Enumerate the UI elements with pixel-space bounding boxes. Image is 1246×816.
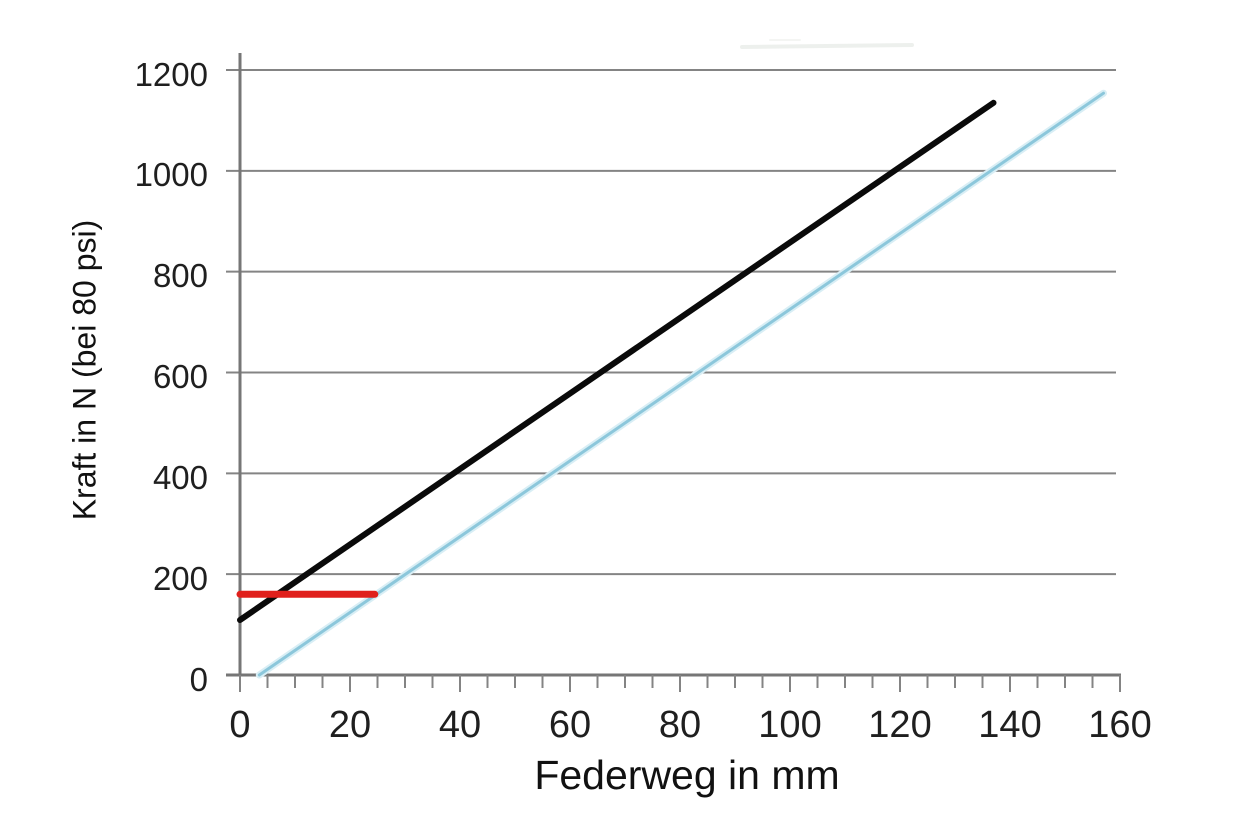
x-tick-label-140: 140 [978, 704, 1042, 746]
y-tick-label-0: 0 [189, 660, 208, 698]
x-tick-label-120: 120 [868, 704, 932, 746]
x-tick-label-100: 100 [758, 704, 822, 746]
erased-line-artifact [740, 43, 914, 49]
x-axis-title: Federweg in mm [534, 752, 840, 798]
x-tick-label-0: 0 [229, 704, 251, 746]
x-tick-label-40: 40 [438, 704, 482, 746]
force-line-blue [257, 91, 1105, 677]
x-tick-label-60: 60 [548, 704, 592, 746]
x-tick-label-160: 160 [1088, 704, 1152, 746]
y-tick-label-800: 800 [152, 257, 208, 295]
y-axis-title: Kraft in N (bei 80 psi) [66, 219, 103, 521]
y-tick-label-1000: 1000 [134, 156, 208, 194]
y-tick-label-400: 400 [152, 458, 208, 496]
x-tick-label-20: 20 [328, 704, 372, 746]
y-tick-label-1200: 1200 [134, 55, 208, 93]
x-tick-label-80: 80 [658, 704, 702, 746]
y-tick-label-200: 200 [152, 559, 208, 597]
force-line-black [237, 99, 997, 623]
y-tick-label-600: 600 [152, 358, 208, 395]
